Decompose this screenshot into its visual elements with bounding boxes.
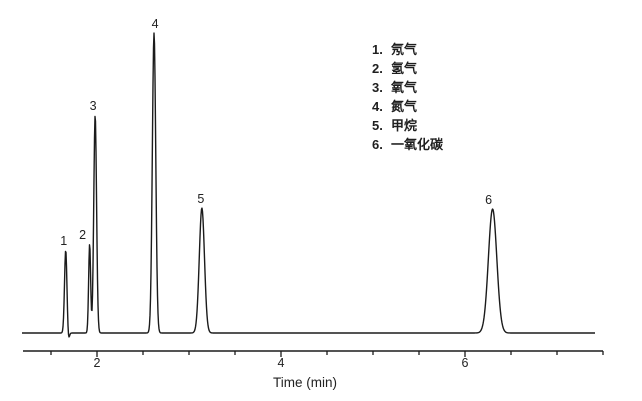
legend-number: 4. <box>372 99 383 114</box>
peak-label-5: 5 <box>197 192 204 206</box>
peak-label-3: 3 <box>90 99 97 113</box>
signal-trace <box>21 32 596 338</box>
x-axis-title: Time (min) <box>273 375 337 390</box>
legend-item-6: 6. 一氧化碳 <box>372 135 443 154</box>
peak-label-4: 4 <box>152 17 159 31</box>
x-tick-label-2: 2 <box>93 356 101 370</box>
peak-label-2: 2 <box>79 228 86 242</box>
legend-item-1: 1. 氖气 <box>372 40 443 59</box>
legend-label: 甲烷 <box>391 118 418 133</box>
legend-label: 氮气 <box>391 99 418 114</box>
peak-label-1: 1 <box>60 234 67 248</box>
legend-item-5: 5. 甲烷 <box>372 116 443 135</box>
legend-label: 一氧化碳 <box>391 137 444 152</box>
x-tick-label-4: 4 <box>277 356 285 370</box>
peak-legend: 1. 氖气 2. 氢气 3. 氧气 4. 氮气 5. 甲烷 6. 一氧化碳 <box>372 40 443 154</box>
legend-item-4: 4. 氮气 <box>372 97 443 116</box>
x-tick-label-6: 6 <box>461 356 469 370</box>
legend-number: 1. <box>372 42 383 57</box>
legend-number: 6. <box>372 137 383 152</box>
legend-label: 氢气 <box>391 61 418 76</box>
legend-item-2: 2. 氢气 <box>372 59 443 78</box>
legend-number: 5. <box>372 118 383 133</box>
legend-number: 2. <box>372 61 383 76</box>
legend-label: 氧气 <box>391 80 418 95</box>
legend-label: 氖气 <box>391 42 418 57</box>
peak-label-6: 6 <box>485 193 492 207</box>
legend-item-3: 3. 氧气 <box>372 78 443 97</box>
legend-number: 3. <box>372 80 383 95</box>
